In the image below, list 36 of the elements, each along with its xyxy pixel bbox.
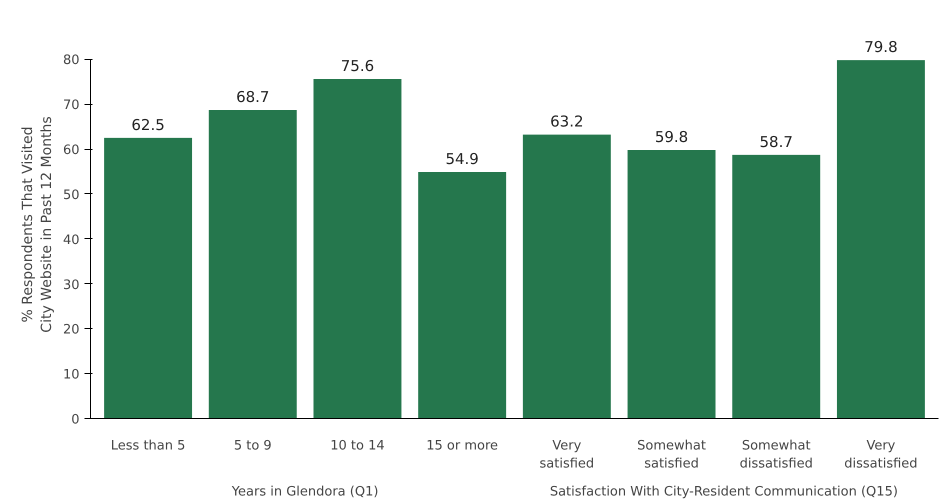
bar	[104, 138, 192, 418]
bar	[208, 110, 297, 418]
text: Years in Glendora (Q1)	[230, 484, 378, 500]
x-tick-label: Very dissatisfied	[844, 438, 918, 472]
x-tick-label: Somewhat satisfied	[637, 438, 706, 472]
data-label: 54.9	[445, 150, 479, 168]
y-tick-label: 40	[62, 232, 80, 248]
y-tick-label: 0	[71, 412, 80, 428]
y-tick-label: 70	[62, 98, 80, 114]
y-tick-label: 50	[62, 188, 80, 203]
text: Satisfaction With City-Resident Communication (Q15)	[550, 484, 898, 500]
y-axis-title: % Respondents That Visited City Website in Past 12 Months	[20, 116, 55, 333]
bar	[522, 134, 611, 418]
x-tick-label: Less than 5	[110, 438, 186, 454]
data-label: 59.8	[654, 128, 688, 146]
x-tick-label: Very satisfied	[540, 438, 594, 472]
y-tick-label: 30	[62, 278, 80, 293]
bar	[313, 79, 402, 418]
data-label: 68.7	[236, 88, 270, 106]
bar	[732, 154, 820, 418]
x-tick-label: 10 to 14	[330, 438, 385, 454]
data-label: 62.5	[131, 116, 165, 134]
bar	[418, 172, 506, 418]
data-label: 75.6	[340, 57, 374, 75]
data-label: 79.8	[864, 38, 898, 56]
y-tick-label: 10	[62, 368, 80, 383]
bar	[836, 60, 925, 418]
data-label: 58.7	[760, 132, 793, 151]
y-tick-label: 20	[62, 322, 80, 338]
x-tick-label: 15 or more	[426, 438, 498, 454]
y-tick-label: 80	[62, 53, 80, 68]
x-tick-label: 5 to 9	[234, 438, 272, 454]
bar	[628, 150, 716, 418]
x-tick-label: Somewhat dissatisfied	[740, 438, 813, 472]
y-tick-label: 60	[62, 143, 80, 158]
data-label: 63.2	[550, 112, 584, 131]
